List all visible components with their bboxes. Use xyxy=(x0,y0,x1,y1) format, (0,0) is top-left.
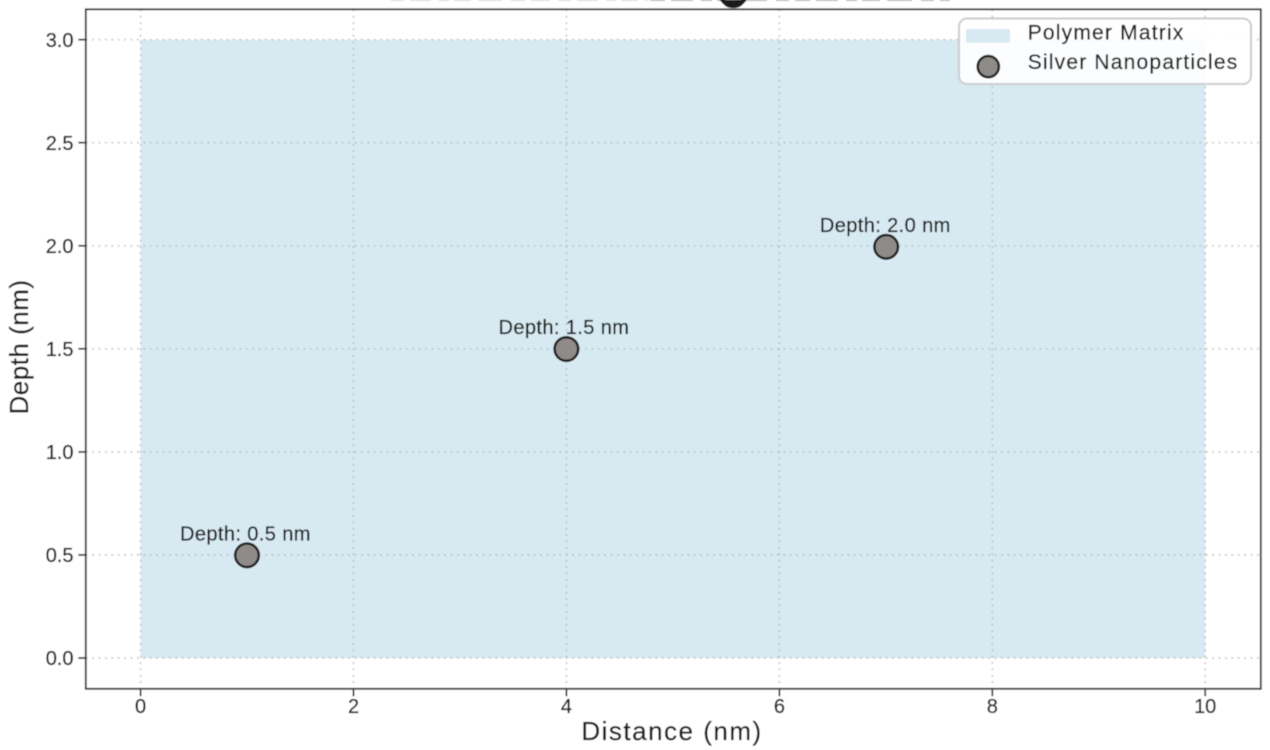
svg-text:2.0: 2.0 xyxy=(46,236,74,258)
svg-text:Polymer Matrix: Polymer Matrix xyxy=(1028,21,1185,44)
svg-text:10: 10 xyxy=(1194,696,1216,718)
svg-text:2: 2 xyxy=(348,696,359,718)
svg-text:Depth: 1.5 nm: Depth: 1.5 nm xyxy=(498,317,629,339)
svg-text:0: 0 xyxy=(135,696,146,718)
svg-text:8: 8 xyxy=(987,696,998,718)
svg-text:3.0: 3.0 xyxy=(46,30,74,52)
svg-text:Depth: 0.5 nm: Depth: 0.5 nm xyxy=(180,523,311,545)
svg-text:2.5: 2.5 xyxy=(46,133,74,155)
svg-text:0.0: 0.0 xyxy=(46,648,74,670)
svg-text:1.5: 1.5 xyxy=(46,339,74,361)
svg-text:Distance (nm): Distance (nm) xyxy=(581,716,762,746)
svg-text:Silver Nanoparticles: Silver Nanoparticles xyxy=(1028,51,1239,74)
svg-text:1.0: 1.0 xyxy=(46,442,74,464)
svg-text:0.5: 0.5 xyxy=(46,545,74,567)
svg-text:Depth (nm): Depth (nm) xyxy=(4,279,34,414)
svg-text:6: 6 xyxy=(774,696,785,718)
svg-text:Depth: 2.0 nm: Depth: 2.0 nm xyxy=(820,215,951,237)
svg-text:4: 4 xyxy=(561,696,572,718)
